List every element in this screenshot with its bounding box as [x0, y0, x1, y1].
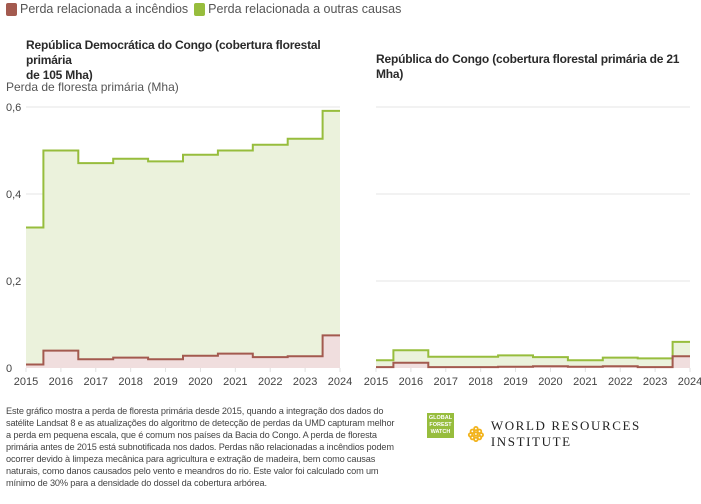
x-tick-label: 2015: [14, 376, 38, 388]
x-tick-label: 2021: [573, 376, 597, 388]
x-tick-label: 2018: [118, 376, 142, 388]
x-tick-label: 2022: [608, 376, 632, 388]
x-tick-label: 2021: [223, 376, 247, 388]
x-tick-label: 2022: [258, 376, 282, 388]
x-tick-label: 2023: [643, 376, 667, 388]
charts-canvas: 2015 2016 2017 2018 2019 2020 2021 2022 2023 2024…: [6, 102, 701, 388]
x-tick-label: 2023: [293, 376, 317, 388]
gfw-logo-line3: WATCH: [430, 429, 451, 435]
chart-title-drc-line2: de 105 Mha): [26, 68, 93, 82]
wri-logo-text: WORLD RESOURCES INSTITUTE: [490, 418, 641, 449]
x-tick-label: 2019: [503, 376, 527, 388]
footnote: Este gráfico mostra a perda de floresta …: [6, 406, 395, 488]
y-tick-label: 0,6: [6, 102, 21, 114]
legend-item-fire: Perda relacionada a incêndios: [6, 2, 188, 16]
y-tick-label: 0,4: [6, 189, 21, 201]
legend-label-other: Perda relacionada a outras causas: [208, 2, 402, 16]
gfw-logo-line1: GLOBAL: [428, 415, 453, 421]
legend-item-other: Perda relacionada a outras causas: [194, 2, 401, 16]
x-tick-label: 2024: [328, 376, 352, 388]
x-tick-label: 2017: [434, 376, 458, 388]
y-tick-label: 0,2: [6, 276, 21, 288]
line-other-causes: [26, 109, 340, 229]
x-tick-label: 2016: [399, 376, 423, 388]
wri-logo: WORLD RESOURCES INSTITUTE: [467, 418, 701, 450]
chart-title-roc: República do Congo (cobertura florestal …: [376, 52, 680, 81]
legend-swatch-fire: [6, 2, 17, 16]
line-other-causes: [376, 340, 690, 362]
legend-label-fire: Perda relacionada a incêndios: [20, 2, 189, 16]
gfw-logo: GLOBAL FOREST WATCH: [427, 413, 454, 438]
legend-swatch-other: [194, 2, 206, 16]
area-fire: [376, 356, 690, 368]
x-tick-label: 2017: [84, 376, 108, 388]
x-tick-label: 2020: [188, 376, 212, 388]
line-fire: [376, 355, 690, 369]
area-other-causes: [376, 341, 690, 368]
x-tick-label: 2018: [468, 376, 492, 388]
x-tick-label: 2020: [538, 376, 562, 388]
x-tick-label: 2016: [49, 376, 73, 388]
x-tick-label: 2024: [678, 376, 701, 388]
legend: Perda relacionada a incêndios Perda rela…: [6, 2, 401, 16]
x-tick-label: 2019: [153, 376, 177, 388]
chart-title-drc-line1: República Democrática do Congo (cobertur…: [26, 38, 321, 67]
x-tick-label: 2015: [364, 376, 388, 388]
line-fire: [26, 334, 340, 366]
y-tick-label: 0: [6, 363, 12, 375]
chart-title-drc: República Democrática do Congo (cobertur…: [26, 38, 356, 83]
y-axis-label: Perda de floresta primária (Mha): [6, 80, 179, 94]
gfw-logo-line2: FOREST: [429, 422, 452, 428]
wri-emblem-icon: [467, 425, 484, 443]
area-other-causes: [26, 110, 340, 369]
